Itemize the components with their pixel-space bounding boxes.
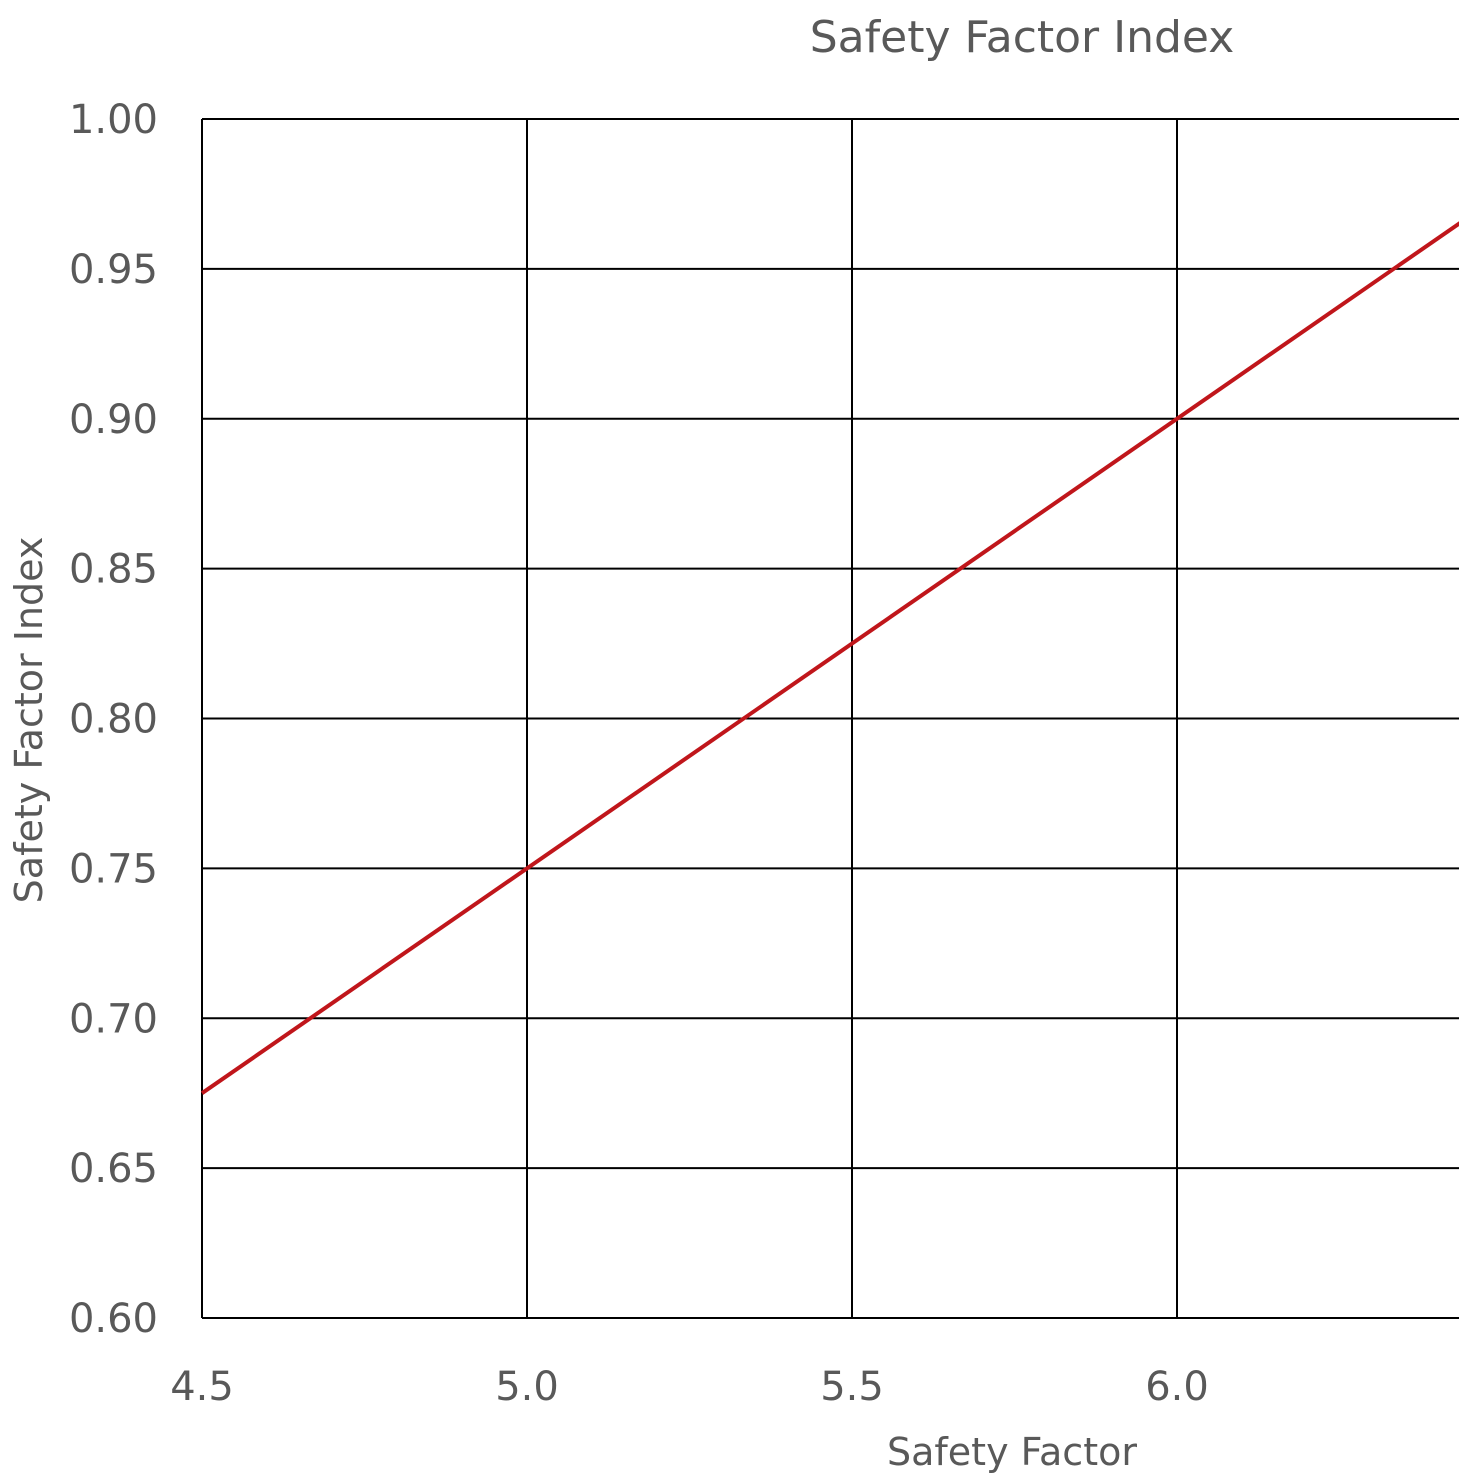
chart-title: Safety Factor Index <box>810 12 1235 63</box>
series-line <box>200 221 1459 1095</box>
y-tick-label: 0.60 <box>69 1296 158 1342</box>
y-tick-label: 0.70 <box>69 996 158 1042</box>
x-tick-label: 4.5 <box>170 1364 234 1410</box>
y-tick-label: 1.00 <box>69 97 158 143</box>
y-gridlines <box>202 118 1459 1319</box>
x-axis-label: Safety Factor <box>887 1430 1137 1474</box>
y-tick-label: 0.95 <box>69 247 158 293</box>
y-tick-labels: 0.60 0.65 0.70 0.75 0.80 0.85 0.90 0.95 1.00 <box>69 97 158 1342</box>
x-tick-label: 5.0 <box>495 1364 559 1410</box>
y-axis-label: Safety Factor Index <box>7 537 51 904</box>
x-tick-label: 5.5 <box>820 1364 884 1410</box>
y-tick-label: 0.65 <box>69 1146 158 1192</box>
y-tick-label: 0.85 <box>69 547 158 593</box>
y-tick-label: 0.90 <box>69 397 158 443</box>
y-tick-label: 0.75 <box>69 846 158 892</box>
x-tick-label: 6.0 <box>1145 1364 1209 1410</box>
x-tick-labels: 4.5 5.0 5.5 6.0 <box>170 1364 1209 1410</box>
y-tick-label: 0.80 <box>69 697 158 743</box>
series-group <box>200 221 1459 1095</box>
